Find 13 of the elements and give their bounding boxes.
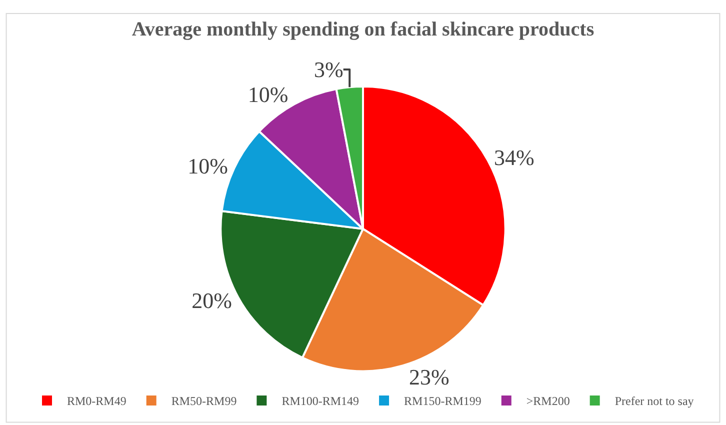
data-label: 3% bbox=[314, 57, 344, 82]
legend-label: RM100-RM149 bbox=[282, 394, 360, 408]
legend-label: Prefer not to say bbox=[614, 394, 694, 408]
legend-label: RM50-RM99 bbox=[171, 394, 237, 408]
legend-label: RM0-RM49 bbox=[67, 394, 126, 408]
legend-label: >RM200 bbox=[526, 394, 570, 408]
chart-title: Average monthly spending on facial skincare products bbox=[132, 18, 594, 40]
legend-label: RM150-RM199 bbox=[404, 394, 482, 408]
data-label: 10% bbox=[188, 153, 228, 178]
data-label: 23% bbox=[408, 364, 450, 390]
data-label: 10% bbox=[248, 82, 288, 108]
data-label: 34% bbox=[494, 144, 534, 170]
data-label: 20% bbox=[192, 288, 232, 313]
